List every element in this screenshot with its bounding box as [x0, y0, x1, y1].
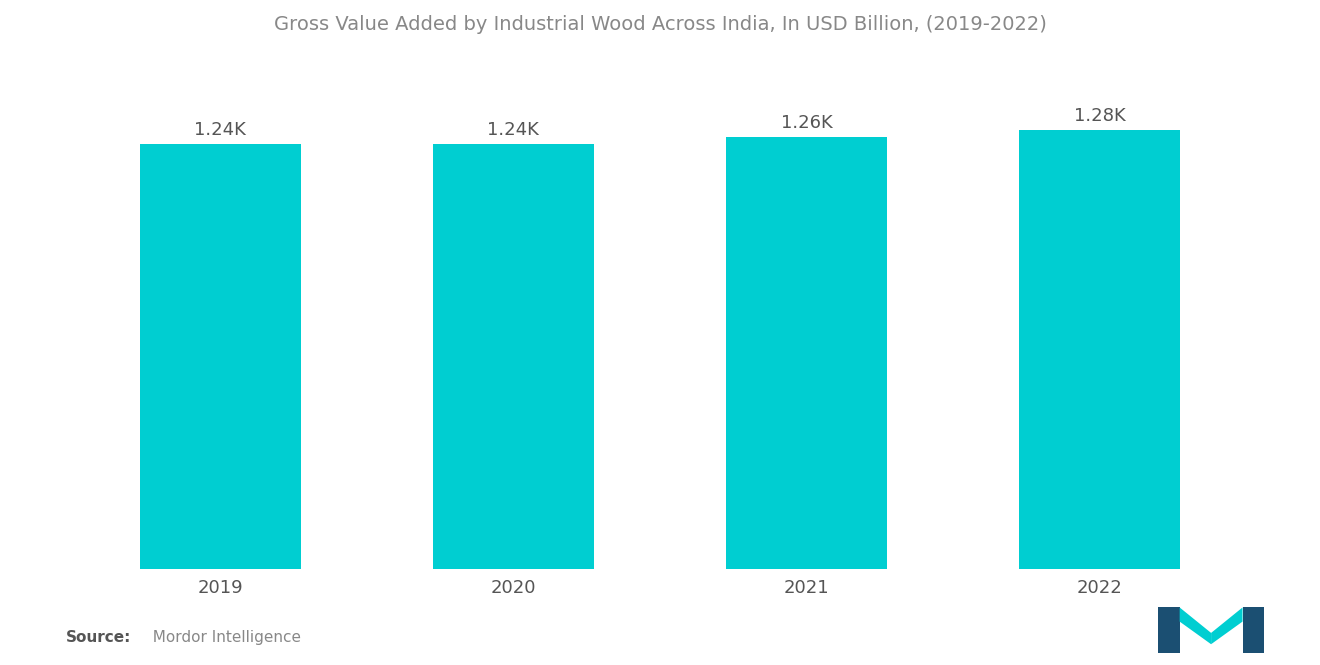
Text: Source:: Source:	[66, 630, 132, 645]
Title: Gross Value Added by Industrial Wood Across India, In USD Billion, (2019-2022): Gross Value Added by Industrial Wood Acr…	[273, 15, 1047, 34]
Bar	[1019, 130, 1180, 569]
Text: 1.28K: 1.28K	[1074, 107, 1126, 125]
Bar	[726, 137, 887, 569]
Bar	[433, 144, 594, 569]
Text: 1.24K: 1.24K	[194, 121, 246, 139]
Text: Mordor Intelligence: Mordor Intelligence	[143, 630, 301, 645]
Bar	[140, 144, 301, 569]
Text: 1.26K: 1.26K	[780, 114, 833, 132]
Text: 1.24K: 1.24K	[487, 121, 540, 139]
